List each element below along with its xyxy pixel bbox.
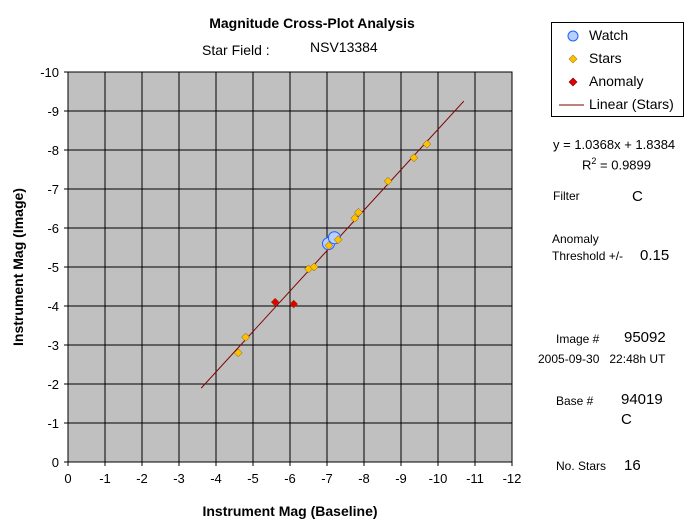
r2-value: = 0.9899: [596, 157, 651, 173]
anomaly-threshold-value: 0.15: [640, 247, 670, 264]
legend: Watch Stars Anomaly Linear (Stars): [551, 22, 684, 117]
fit-equation: y = 1.0368x + 1.8384: [553, 137, 676, 152]
x-tick-label: -7: [321, 471, 333, 486]
r2-prefix: R: [582, 157, 592, 173]
data-point-stars: [241, 332, 250, 342]
data-point-stars: [333, 235, 343, 245]
x-tick-label: -5: [247, 471, 259, 486]
image-datetime: 2005-09-30 22:48h UT: [538, 352, 666, 366]
image-number-value: 95092: [624, 329, 666, 346]
y-tick-label: -2: [47, 377, 59, 392]
image-number-label: Image #: [556, 332, 600, 346]
legend-item-stars: Stars: [552, 48, 683, 68]
x-tick-label: -9: [395, 471, 407, 486]
y-tick-label: -4: [47, 299, 59, 314]
y-tick-label: -10: [40, 65, 59, 80]
line-marker-icon: [559, 104, 584, 106]
data-point-stars: [350, 213, 360, 223]
legend-item-watch: Watch: [552, 25, 683, 45]
x-tick-label: 0: [64, 471, 71, 486]
diamond-marker-icon: [568, 77, 578, 87]
y-tick-label: -6: [47, 221, 59, 236]
data-point-stars: [354, 208, 363, 217]
chart-title: Magnitude Cross-Plot Analysis: [209, 15, 415, 31]
legend-label-linear: Linear (Stars): [589, 96, 674, 112]
data-point-anomaly: [270, 297, 280, 307]
base-number-value: 94019: [621, 391, 663, 408]
base-number-label: Base #: [556, 394, 594, 408]
y-tick-label: -3: [47, 338, 59, 353]
star-field-value: NSV13384: [310, 39, 378, 55]
y-tick-label: 0: [52, 455, 59, 470]
diamond-marker-icon: [568, 54, 578, 64]
x-tick-labels: 0 -1 -2 -3 -4 -5 -6 -7 -8 -9 -10 -11 -12: [64, 471, 521, 486]
x-tick-label: -4: [210, 471, 222, 486]
y-tick-label: -1: [47, 416, 59, 431]
data-point-anomaly: [289, 299, 299, 309]
legend-item-anomaly: Anomaly: [552, 71, 683, 91]
x-tick-label: -12: [503, 471, 522, 486]
x-tick-label: -6: [284, 471, 296, 486]
star-count-value: 16: [624, 457, 641, 474]
fit-r-squared: R2 = 0.9899: [582, 156, 651, 172]
data-point-stars: [233, 348, 243, 358]
anomaly-threshold-label: Threshold +/-: [552, 249, 624, 263]
anomaly-label: Anomaly: [552, 232, 599, 246]
data-point-stars: [309, 262, 319, 272]
circle-marker-icon: [567, 30, 579, 42]
x-tick-label: -11: [466, 471, 484, 486]
data-point-stars: [422, 139, 432, 149]
y-axis-label: Instrument Mag (Image): [10, 188, 26, 346]
legend-item-linear: Linear (Stars): [552, 94, 683, 114]
star-field-label: Star Field :: [202, 42, 270, 58]
filter-value: C: [632, 188, 643, 205]
y-tick-label: -8: [47, 143, 59, 158]
x-tick-label: -1: [99, 471, 111, 486]
y-tick-label: -5: [47, 260, 59, 275]
legend-label-anomaly: Anomaly: [589, 73, 644, 89]
x-tick-label: -3: [173, 471, 185, 486]
data-point-stars: [383, 176, 393, 186]
data-points: [67, 71, 513, 463]
plot-border: [67, 71, 513, 463]
base-filter-value: C: [621, 411, 632, 428]
x-tick-label: -2: [136, 471, 148, 486]
r2-exponent: 2: [591, 156, 597, 166]
legend-label-stars: Stars: [589, 50, 622, 66]
data-point-stars: [409, 153, 419, 163]
legend-label-watch: Watch: [589, 27, 629, 43]
x-tick-label: -8: [358, 471, 370, 486]
data-point-stars: [324, 241, 334, 250]
y-tick-label: -9: [47, 104, 59, 119]
star-count-label: No. Stars: [556, 459, 607, 473]
x-tick-label: -10: [429, 471, 448, 486]
filter-label: Filter: [553, 189, 580, 203]
y-tick-label: -7: [47, 182, 59, 197]
y-tick-labels: 0 -1 -2 -3 -4 -5 -6 -7 -8 -9 -10: [40, 65, 59, 470]
x-axis-label: Instrument Mag (Baseline): [202, 503, 377, 519]
